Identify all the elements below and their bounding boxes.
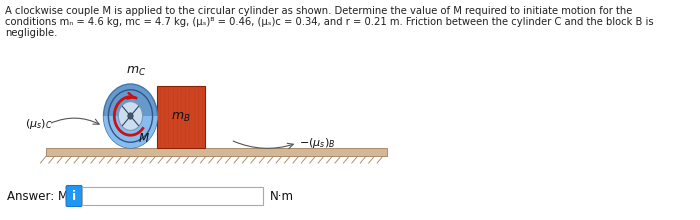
FancyBboxPatch shape	[83, 187, 263, 205]
Wedge shape	[104, 116, 158, 148]
FancyBboxPatch shape	[66, 185, 82, 207]
Text: i: i	[72, 189, 76, 202]
Text: $(\mu_s)_C$: $(\mu_s)_C$	[25, 117, 53, 131]
Text: M: M	[139, 132, 149, 145]
Circle shape	[128, 113, 133, 119]
Text: N·m: N·m	[270, 189, 294, 202]
Text: A clockwise couple M is applied to the circular cylinder as shown. Determine the: A clockwise couple M is applied to the c…	[5, 6, 632, 16]
Text: $-(\mu_s)_B$: $-(\mu_s)_B$	[299, 136, 335, 150]
Circle shape	[118, 102, 143, 130]
Bar	[46, 148, 387, 156]
Text: negligible.: negligible.	[5, 28, 57, 38]
Bar	[157, 86, 205, 148]
Text: Answer: M =: Answer: M =	[7, 189, 81, 202]
Circle shape	[104, 84, 158, 148]
Text: $m_B$: $m_B$	[172, 110, 191, 124]
Text: conditions mₙ = 4.6 kg, mᴄ = 4.7 kg, (μₛ)ᴮ = 0.46, (μₛ)ᴄ = 0.34, and r = 0.21 m.: conditions mₙ = 4.6 kg, mᴄ = 4.7 kg, (μₛ…	[5, 17, 654, 27]
Text: $m_C$: $m_C$	[126, 65, 146, 78]
